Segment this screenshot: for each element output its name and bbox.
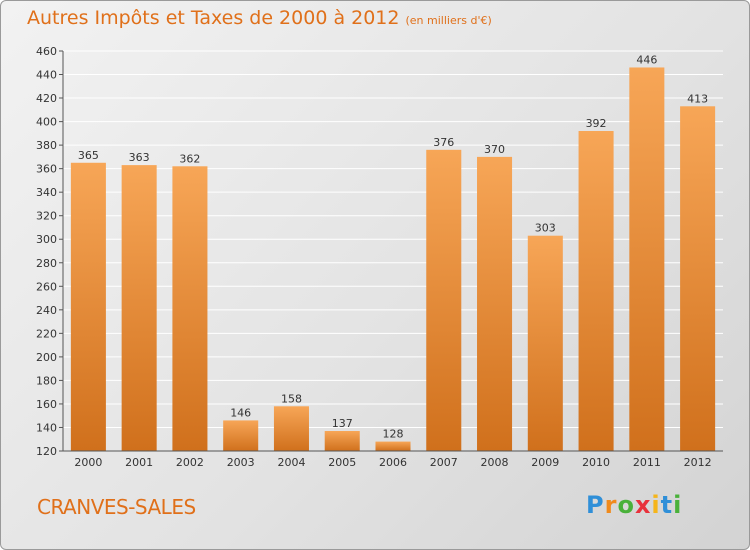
y-tick-label: 140 [36, 421, 57, 434]
bar-2000 [70, 162, 106, 451]
commune-name: CRANVES-SALES [37, 495, 196, 519]
chart-subtitle: (en milliers d'€) [405, 14, 492, 27]
y-axis-ticks: 120 140 160 180 200 220 240 260 280 300 320 340 360 3… [36, 45, 63, 458]
x-tick-label: 2005 [328, 456, 356, 469]
proxiti-logo: Proxiti [586, 491, 683, 519]
x-tick-label: 2006 [379, 456, 407, 469]
y-tick-label: 160 [36, 398, 57, 411]
bar-2009 [527, 235, 563, 451]
bar-2006 [375, 441, 411, 451]
y-tick-label: 240 [36, 304, 57, 317]
data-label-2012: 413 [687, 92, 708, 105]
y-tick-label: 220 [36, 327, 57, 340]
gridlines [63, 50, 723, 452]
y-tick-label: 420 [36, 92, 57, 105]
x-tick-label: 2002 [176, 456, 204, 469]
x-tick-label: 2001 [125, 456, 153, 469]
y-tick-label: 440 [36, 69, 57, 82]
x-tick-label: 2012 [684, 456, 712, 469]
y-tick-label: 200 [36, 351, 57, 364]
data-label-2011: 446 [636, 53, 657, 66]
bar-2003 [223, 420, 259, 451]
x-tick-label: 2010 [582, 456, 610, 469]
y-tick-label: 260 [36, 280, 57, 293]
data-label-2005: 137 [332, 417, 353, 430]
bar-2012 [680, 106, 716, 451]
bar-2008 [477, 156, 513, 451]
x-axis-ticks: 2000 2001 2002 2003 2004 2005 2006 2007 2008 2009… [74, 456, 711, 469]
y-tick-label: 400 [36, 116, 57, 129]
y-tick-label: 380 [36, 139, 57, 152]
bar-2005 [324, 431, 360, 451]
y-tick-label: 360 [36, 163, 57, 176]
axes [62, 51, 723, 452]
bar-2011 [629, 67, 665, 452]
bars: 365 363 362 146 158 137 128 376 370 303 392 446 413 [70, 53, 716, 452]
data-label-2000: 365 [78, 149, 99, 162]
data-label-2006: 128 [383, 428, 404, 441]
x-tick-label: 2003 [227, 456, 255, 469]
data-label-2008: 370 [484, 143, 505, 156]
x-tick-label: 2004 [277, 456, 305, 469]
y-tick-label: 120 [36, 445, 57, 458]
y-tick-label: 300 [36, 233, 57, 246]
y-tick-label: 320 [36, 210, 57, 223]
data-label-2007: 376 [433, 136, 454, 149]
bar-2004 [273, 406, 309, 451]
data-label-2002: 362 [179, 152, 200, 165]
x-tick-label: 2011 [633, 456, 661, 469]
x-tick-label: 2008 [481, 456, 509, 469]
chart-title: Autres Impôts et Taxes de 2000 à 2012 (en… [27, 7, 492, 29]
chart-title-text: Autres Impôts et Taxes de 2000 à 2012 [27, 7, 400, 29]
y-tick-label: 460 [36, 45, 57, 58]
y-tick-label: 180 [36, 374, 57, 387]
bar-2010 [578, 131, 614, 451]
data-label-2001: 363 [129, 151, 150, 164]
x-tick-label: 2007 [430, 456, 458, 469]
x-tick-label: 2009 [531, 456, 559, 469]
data-label-2004: 158 [281, 392, 302, 405]
y-tick-label: 340 [36, 186, 57, 199]
x-tick-label: 2000 [74, 456, 102, 469]
data-label-2003: 146 [230, 406, 251, 419]
data-label-2009: 303 [535, 222, 556, 235]
bar-2001 [121, 165, 157, 451]
data-label-2010: 392 [586, 117, 607, 130]
bar-2002 [172, 166, 208, 451]
y-tick-label: 280 [36, 257, 57, 270]
bar-2007 [426, 149, 462, 451]
